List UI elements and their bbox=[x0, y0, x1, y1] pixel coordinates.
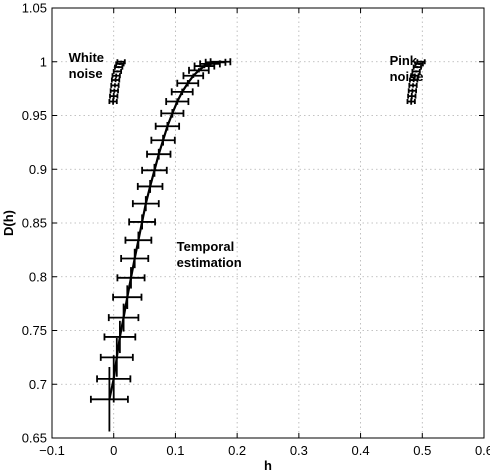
data-point bbox=[136, 180, 164, 193]
y-tick-label: 0.95 bbox=[22, 108, 47, 123]
data-point bbox=[110, 82, 120, 88]
annotation-line: noise bbox=[69, 66, 103, 81]
data-point bbox=[107, 303, 140, 332]
annotation-line: noise bbox=[390, 69, 424, 84]
data-point bbox=[109, 92, 119, 100]
y-tick-label: 0.7 bbox=[29, 377, 47, 392]
data-point bbox=[170, 88, 194, 96]
data-point bbox=[109, 88, 119, 94]
annotation-text: Temporal estimation bbox=[177, 239, 242, 270]
data-point bbox=[112, 285, 143, 309]
data-point bbox=[120, 248, 150, 269]
axis-ticks bbox=[51, 7, 485, 439]
data-point bbox=[154, 121, 181, 131]
data-point bbox=[114, 64, 124, 70]
x-axis-label: h bbox=[264, 458, 272, 472]
data-point bbox=[409, 77, 419, 83]
data-point bbox=[209, 58, 232, 66]
data-point bbox=[111, 73, 121, 79]
data-point bbox=[89, 367, 129, 432]
y-tick-label: 1.05 bbox=[22, 1, 47, 16]
data-point bbox=[141, 163, 168, 177]
data-point bbox=[160, 109, 185, 118]
data-series bbox=[89, 58, 426, 432]
data-point bbox=[188, 66, 210, 74]
series-1 bbox=[108, 59, 126, 105]
data-point bbox=[407, 88, 418, 94]
data-point bbox=[182, 72, 205, 80]
data-point bbox=[407, 92, 417, 100]
data-point bbox=[165, 98, 190, 106]
x-tick-label: −0.1 bbox=[39, 443, 65, 458]
x-tick-label: 0.2 bbox=[228, 443, 246, 458]
data-point bbox=[110, 77, 121, 83]
y-tick-label: 0.75 bbox=[22, 323, 47, 338]
y-tick-label: 1 bbox=[40, 54, 47, 69]
data-point bbox=[411, 68, 421, 74]
series-2 bbox=[406, 59, 426, 105]
annotation-line: Temporal bbox=[177, 239, 235, 254]
data-point bbox=[128, 214, 156, 230]
annotation-line: Pink bbox=[390, 53, 418, 68]
data-point bbox=[176, 79, 200, 87]
annotation-line: White bbox=[69, 50, 104, 65]
x-tick-label: 0.1 bbox=[166, 443, 184, 458]
data-point bbox=[116, 59, 126, 65]
y-tick-label: 0.9 bbox=[29, 162, 47, 177]
x-tick-labels: −0.1 0 0.1 0.2 0.3 0.4 0.5 0.6 bbox=[39, 443, 490, 458]
x-tick-label: 0.6 bbox=[475, 443, 490, 458]
x-tick-label: 0.5 bbox=[413, 443, 431, 458]
data-point bbox=[416, 59, 426, 65]
annotation-text: White noise bbox=[69, 50, 104, 81]
data-point bbox=[96, 355, 132, 403]
annotation-line: estimation bbox=[177, 255, 242, 270]
x-tick-label: 0.3 bbox=[290, 443, 308, 458]
y-axis-label: D(h) bbox=[1, 210, 16, 236]
annotation-text: Pink noise bbox=[390, 53, 424, 84]
series-0 bbox=[89, 58, 232, 432]
data-point bbox=[112, 68, 123, 74]
data-point bbox=[408, 82, 418, 88]
data-point bbox=[116, 267, 146, 289]
data-point bbox=[412, 64, 422, 70]
data-point bbox=[410, 73, 420, 79]
data-point bbox=[131, 196, 160, 212]
y-tick-label: 0.8 bbox=[29, 269, 47, 284]
y-tick-labels: 0.65 0.7 0.75 0.8 0.85 0.9 0.95 1 1.05 bbox=[22, 1, 47, 446]
x-tick-label: 0.4 bbox=[352, 443, 370, 458]
data-point bbox=[146, 148, 172, 160]
data-point bbox=[103, 320, 137, 354]
y-tick-label: 0.65 bbox=[22, 431, 47, 446]
data-point bbox=[99, 338, 134, 377]
y-tick-label: 0.85 bbox=[22, 216, 47, 231]
data-point bbox=[150, 134, 176, 146]
data-point bbox=[124, 231, 153, 249]
x-tick-label: 0 bbox=[110, 443, 117, 458]
